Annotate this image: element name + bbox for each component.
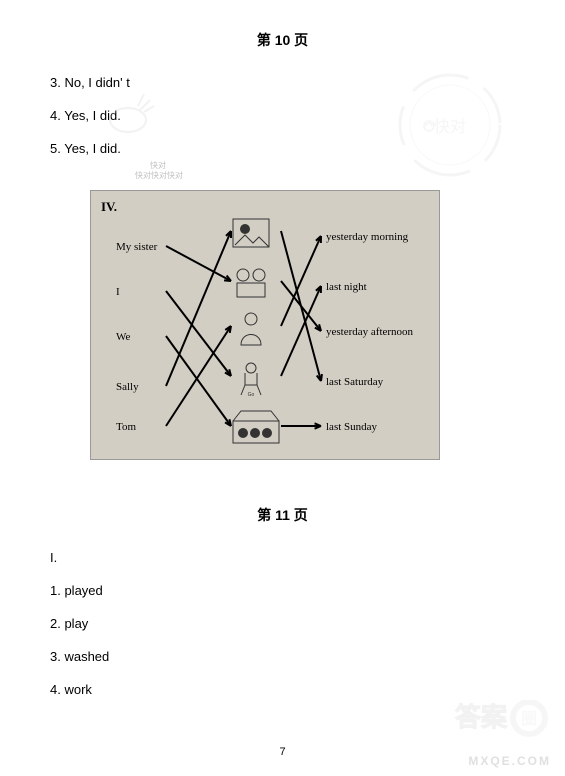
- answer-item: 1. played: [50, 583, 515, 598]
- page-11-heading: 第 11 页: [50, 505, 515, 525]
- answer-item: 4. work: [50, 682, 515, 697]
- diagram-picture-icon: Go: [231, 359, 271, 397]
- diagram-left-label: My sister: [116, 241, 157, 253]
- page-11-section: 第 11 页 I. 1. played 2. play 3. washed 4.…: [50, 505, 515, 715]
- diagram-picture-icon: [231, 309, 271, 347]
- diagram-left-label: Sally: [116, 381, 139, 393]
- diagram-right-label: yesterday afternoon: [326, 326, 413, 338]
- document-page: 快对 快对快对快对 快对 第 10 页 3. No, I didn' t 4. …: [0, 0, 565, 776]
- svg-text:圈: 圈: [521, 710, 537, 728]
- diagram-right-label: last Sunday: [326, 421, 377, 433]
- diagram-left-label: I: [116, 286, 120, 298]
- svg-text:快对: 快对: [434, 118, 466, 136]
- section-label-i: I.: [50, 550, 515, 565]
- diagram-left-label: We: [116, 331, 130, 343]
- watermark-mini-text: 快对快对快对: [135, 170, 183, 181]
- diagram-right-label: last night: [326, 281, 367, 293]
- page-10-heading: 第 10 页: [50, 30, 515, 50]
- diagram-left-label: Tom: [116, 421, 136, 433]
- matching-diagram: IV. My sister I We Sally Tom yesterday m…: [90, 190, 440, 460]
- watermark-stamp: 快对: [395, 70, 505, 180]
- answer-item: 3. washed: [50, 649, 515, 664]
- diagram-picture-icon: [231, 263, 271, 301]
- answer-item: 2. play: [50, 616, 515, 631]
- diagram-picture-icon: [231, 409, 281, 447]
- diagram-picture-icon: [231, 213, 271, 251]
- watermark-brand-sub: MXQE.COM: [468, 754, 551, 768]
- diagram-right-label: last Saturday: [326, 376, 383, 388]
- diagram-right-label: yesterday morning: [326, 231, 408, 243]
- section-label-iv: IV.: [101, 199, 117, 215]
- svg-text:Go: Go: [248, 392, 255, 397]
